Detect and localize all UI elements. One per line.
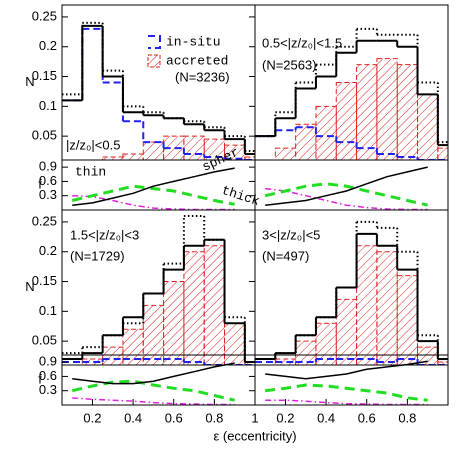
y-tick-label: 0.2 — [39, 243, 57, 258]
y-tick-label: 0.2 — [39, 38, 57, 53]
fraction-line — [265, 399, 428, 405]
fraction-line — [72, 167, 235, 206]
fraction-line — [265, 360, 428, 380]
y-tick-label: 0.3 — [39, 187, 57, 202]
bar — [335, 82, 358, 160]
bar — [122, 153, 144, 160]
legend-swatch — [148, 35, 161, 49]
series-label: thin — [75, 164, 106, 179]
y-axis-label: f — [38, 371, 42, 386]
y-tick-label: 0.9 — [39, 354, 57, 369]
bar — [356, 64, 378, 160]
fraction-line — [264, 182, 429, 207]
x-tick-label: 0.2 — [276, 410, 294, 425]
bar — [274, 147, 297, 160]
fraction-line — [71, 379, 236, 402]
panel-label: (N=3236) — [175, 69, 230, 84]
bar — [376, 58, 398, 160]
bar — [376, 251, 398, 365]
y-axis-label: f — [38, 176, 42, 191]
y-tick-label: 0.15 — [32, 68, 57, 83]
bar — [122, 328, 144, 365]
y-tick-label: 0.6 — [39, 173, 57, 188]
y-tick-label: 0.6 — [39, 368, 57, 383]
panel-label: 0.5<|z/z₀|<1.5 — [262, 35, 342, 50]
x-tick-label: 0.4 — [317, 410, 335, 425]
fraction-line — [265, 187, 428, 210]
y-tick-label: 0.9 — [39, 159, 57, 174]
y-tick-label: 0.25 — [32, 213, 57, 228]
bar — [224, 322, 246, 365]
bar — [295, 123, 317, 160]
x-tick-label: 1 — [251, 410, 258, 425]
y-tick-label: 0.25 — [32, 8, 57, 23]
y-tick-label: 0.1 — [39, 303, 57, 318]
panel-label: (N=2563) — [262, 57, 317, 72]
fraction-line — [265, 383, 428, 402]
y-tick-label: 0.1 — [39, 98, 57, 113]
x-tick-label: 0.4 — [124, 410, 142, 425]
panel-label: |z/z₀|<0.5 — [66, 137, 120, 152]
x-axis-label: ε (eccentricity) — [213, 428, 296, 443]
y-axis-label: N — [25, 279, 34, 294]
panel-frame — [254, 209, 449, 366]
panel — [265, 360, 428, 405]
y-tick-label: 0.15 — [32, 273, 57, 288]
legend-label: in-situ — [166, 34, 221, 49]
legend-swatch — [147, 54, 161, 68]
x-tick-label: 0.6 — [358, 410, 376, 425]
y-tick-label: 0.05 — [32, 128, 57, 143]
panel-label: (N=1729) — [70, 248, 125, 263]
panel — [62, 21, 255, 160]
y-tick-label: 0.3 — [39, 382, 57, 397]
fraction-line — [71, 184, 235, 206]
bar — [417, 346, 439, 365]
panel — [264, 166, 429, 210]
bar — [183, 135, 205, 160]
bar — [356, 245, 378, 365]
panel-label: (N=497) — [262, 248, 309, 263]
panel-label: 1.5<|z/z₀|<3 — [70, 227, 139, 242]
bar — [142, 141, 165, 160]
y-axis-label: N — [25, 74, 34, 89]
fraction-line — [265, 166, 428, 206]
x-tick-label: 0.8 — [398, 410, 416, 425]
bar — [315, 105, 337, 160]
bar — [163, 281, 185, 365]
bar — [102, 346, 124, 365]
x-tick-label: 0.6 — [165, 410, 183, 425]
fraction-line — [72, 362, 235, 385]
panel — [255, 220, 448, 365]
bar — [142, 304, 165, 365]
panel-label: 3<|z/z₀|<5 — [262, 227, 320, 242]
panel — [255, 27, 448, 160]
bar — [437, 147, 448, 160]
x-tick-label: 0.2 — [83, 410, 101, 425]
x-tick-label: 0.8 — [205, 410, 223, 425]
fraction-line — [72, 397, 235, 405]
bar — [396, 64, 419, 160]
legend-label: accreted — [166, 53, 228, 68]
y-tick-label: 0.05 — [32, 333, 57, 348]
bar — [183, 251, 205, 365]
bar — [417, 93, 439, 160]
bar — [203, 245, 226, 365]
bar — [396, 275, 419, 365]
panel-frame — [254, 354, 449, 406]
panel — [71, 362, 236, 405]
